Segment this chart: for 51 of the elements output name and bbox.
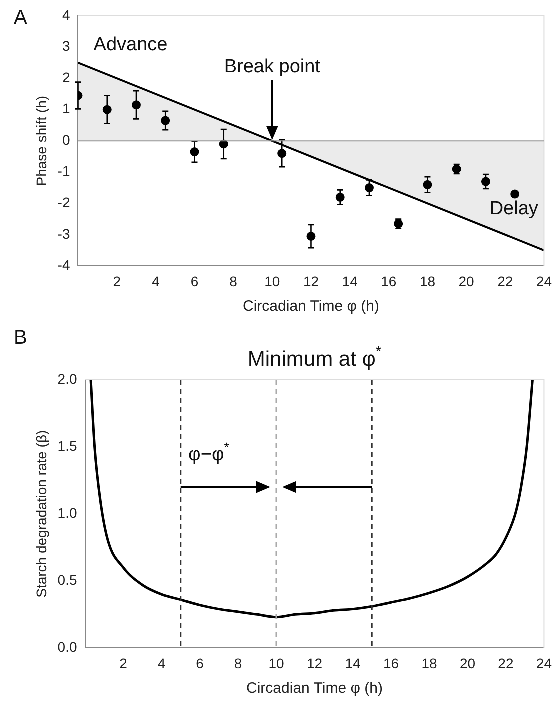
x-tick-label: 2: [120, 655, 128, 672]
x-tick-label: 12: [306, 655, 323, 672]
x-axis-title: Circadian Time φ (h): [243, 298, 380, 316]
y-tick-label: 1.5: [58, 438, 78, 454]
y-tick-label: 4: [62, 6, 70, 23]
annotation: φ−φ*: [188, 440, 230, 466]
x-tick-label: 10: [264, 273, 280, 290]
y-tick-label: -3: [58, 226, 70, 242]
x-tick-label: 6: [196, 655, 204, 672]
x-tick-label: 8: [234, 655, 242, 672]
x-tick-label: 20: [458, 273, 475, 290]
x-tick-label: 18: [422, 655, 438, 672]
y-tick-label: -1: [58, 163, 70, 180]
y-tick-label: 3: [62, 38, 70, 54]
y-tick-label: 0: [62, 132, 70, 148]
y-tick-label: 2.0: [58, 370, 78, 387]
chart-title: Minimum at φ*: [248, 344, 382, 371]
line-series: [90, 380, 534, 619]
x-tick-label: 22: [498, 655, 514, 672]
x-tick-label: 4: [158, 655, 166, 672]
x-tick-label: 14: [342, 273, 358, 290]
y-tick-label: -2: [58, 194, 70, 211]
y-tick-label: 1.0: [58, 504, 78, 521]
x-tick-label: 8: [230, 273, 238, 290]
x-tick-label: 22: [498, 273, 514, 290]
text: A: [14, 7, 28, 29]
x-tick-label: 20: [460, 655, 476, 672]
annotation: Delay: [490, 198, 539, 220]
y-tick-label: 1: [62, 100, 70, 117]
x-axis-title: Circadian Time φ (h): [246, 680, 383, 698]
annotation: Break point: [224, 56, 322, 78]
x-tick-label: 2: [113, 273, 122, 290]
point: [510, 190, 520, 199]
y-tick-label: -4: [58, 257, 70, 274]
text: B: [14, 327, 28, 349]
x-tick-label: 10: [268, 655, 284, 672]
x-tick-label: 24: [536, 273, 552, 290]
x-tick-label: 16: [381, 273, 397, 290]
y-axis-title: Phase shift (h): [33, 96, 50, 186]
x-tick-label: 18: [420, 273, 436, 290]
x-tick-label: 24: [536, 655, 552, 672]
y-tick-label: 2: [62, 69, 70, 86]
x-tick-label: 6: [190, 273, 199, 290]
annotation: Advance: [94, 34, 168, 56]
y-axis-title: Starch degradation rate (β): [33, 430, 50, 598]
x-tick-label: 16: [383, 655, 400, 672]
x-tick-label: 12: [303, 273, 320, 290]
y-tick-label: 0.5: [58, 572, 78, 588]
x-tick-label: 14: [345, 655, 361, 672]
x-tick-label: 4: [152, 273, 160, 290]
y-tick-label: 0.0: [58, 639, 78, 656]
